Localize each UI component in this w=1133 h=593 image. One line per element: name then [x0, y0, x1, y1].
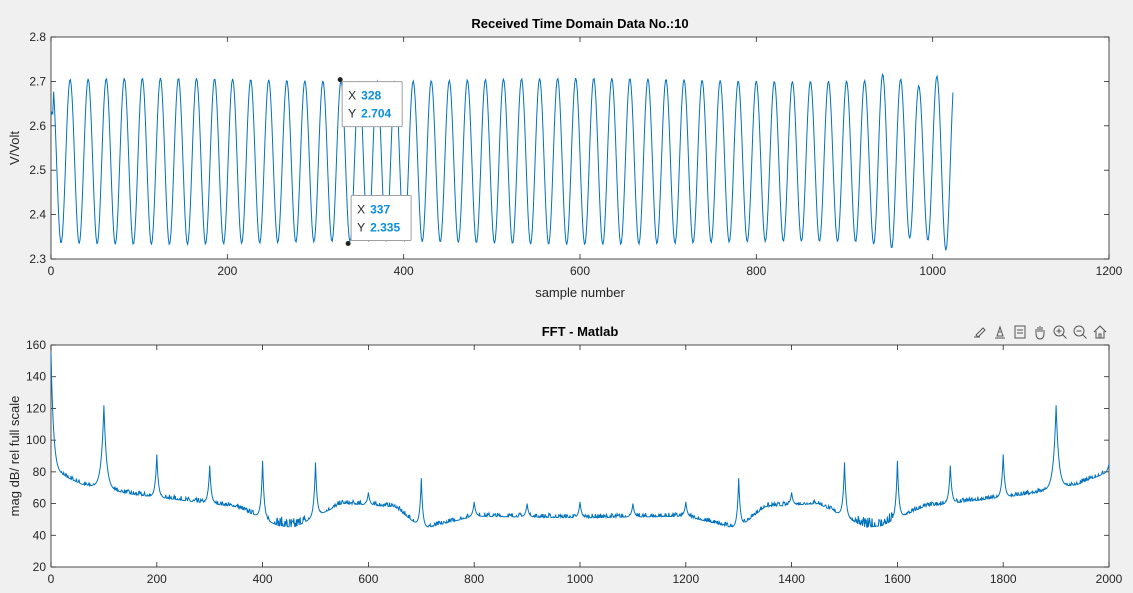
- time-domain-ytick-label: 2.6: [29, 119, 46, 133]
- time-domain-xtick-label: 400: [394, 264, 414, 278]
- legend-icon[interactable]: [1012, 324, 1028, 340]
- fft-plot-area[interactable]: [50, 344, 1110, 568]
- datatip-y-label: Y: [348, 107, 356, 121]
- brush-icon[interactable]: [972, 324, 988, 340]
- fft-ytick-label: 140: [26, 370, 46, 384]
- time-domain-xtick-label: 1000: [919, 264, 946, 278]
- time-domain-xlabel: sample number: [535, 285, 625, 300]
- fft-tick-labels: 0 200 400 600 800 1000 1200 1400 1600 1800 2000 20 4…: [26, 338, 1123, 586]
- datatip[interactable]: X 328 Y 2.704: [337, 77, 403, 128]
- home-icon[interactable]: [1092, 324, 1108, 340]
- fft-xtick-label: 400: [253, 572, 273, 586]
- datatip-x-value: 328: [361, 89, 381, 103]
- time-domain-ytick-label: 2.8: [29, 30, 46, 44]
- datatip-x-label: X: [357, 202, 365, 216]
- datatip-marker[interactable]: [345, 240, 351, 246]
- fft-title: FFT - Matlab: [542, 324, 619, 339]
- datatip-y-label: Y: [357, 220, 365, 234]
- time-domain-xtick-label: 600: [570, 264, 590, 278]
- fft-xtick-label: 1200: [672, 572, 699, 586]
- datatip-y-value: 2.704: [361, 107, 391, 121]
- fft-xtick-label: 200: [147, 572, 167, 586]
- fft-xtick-label: 800: [464, 572, 484, 586]
- fft-xtick-label: 1800: [990, 572, 1017, 586]
- time-domain-xtick-label: 1200: [1096, 264, 1123, 278]
- datatip-x-value: 337: [370, 202, 390, 216]
- pan-icon[interactable]: [1032, 324, 1048, 340]
- fft-xtick-label: 1600: [884, 572, 911, 586]
- time-domain-ytick-label: 2.4: [29, 208, 46, 222]
- axes-toolbar: [972, 324, 1108, 340]
- datatip-box[interactable]: [350, 194, 412, 241]
- time-domain-axes[interactable]: Received Time Domain Data No.:10 sample …: [7, 16, 1123, 300]
- fft-xtick-label: 1000: [567, 572, 594, 586]
- fft-xtick-label: 2000: [1096, 572, 1123, 586]
- fft-ytick-label: 40: [33, 528, 47, 542]
- time-domain-xtick-label: 200: [217, 264, 237, 278]
- fft-series-line: [50, 352, 1110, 528]
- time-domain-title: Received Time Domain Data No.:10: [471, 16, 688, 31]
- fft-ylabel: mag dB/ rel full scale: [7, 396, 22, 517]
- fft-xtick-label: 600: [358, 572, 378, 586]
- datatip-marker[interactable]: [337, 77, 343, 83]
- time-domain-ytick-label: 2.7: [29, 74, 46, 88]
- time-domain-series-line: [50, 72, 954, 251]
- fft-xtick-label: 0: [48, 572, 55, 586]
- time-domain-xtick-label: 0: [48, 264, 55, 278]
- fft-ytick-label: 60: [33, 497, 47, 511]
- fft-ytick-label: 100: [26, 433, 46, 447]
- data-cursor-icon[interactable]: [992, 324, 1008, 340]
- fft-ytick-label: 120: [26, 401, 46, 415]
- time-domain-ticks: [50, 36, 1110, 260]
- time-domain-ylabel: V/Volt: [7, 131, 22, 165]
- fft-ytick-label: 160: [26, 338, 46, 352]
- time-domain-ytick-label: 2.5: [29, 163, 46, 177]
- time-domain-tick-labels: 0 200 400 600 800 1000 1200 2.3 2.4 2.5 2.6 2.7 2.8: [29, 30, 1122, 278]
- fft-ytick-label: 20: [33, 560, 47, 574]
- datatips[interactable]: X 328 Y 2.704 X 337 Y 2.335: [337, 77, 412, 246]
- datatip[interactable]: X 337 Y 2.335: [345, 194, 412, 246]
- datatip-box[interactable]: [341, 81, 403, 128]
- zoom-in-icon[interactable]: [1052, 324, 1068, 340]
- zoom-out-icon[interactable]: [1072, 324, 1088, 340]
- fft-axes[interactable]: FFT - Matlab mag dB/ rel full scale 0 200…: [7, 324, 1123, 586]
- time-domain-xtick-label: 800: [746, 264, 766, 278]
- time-domain-ytick-label: 2.3: [29, 252, 46, 266]
- fft-xtick-label: 1400: [778, 572, 805, 586]
- fft-ytick-label: 80: [33, 465, 47, 479]
- datatip-x-label: X: [348, 89, 356, 103]
- datatip-y-value: 2.335: [370, 220, 400, 234]
